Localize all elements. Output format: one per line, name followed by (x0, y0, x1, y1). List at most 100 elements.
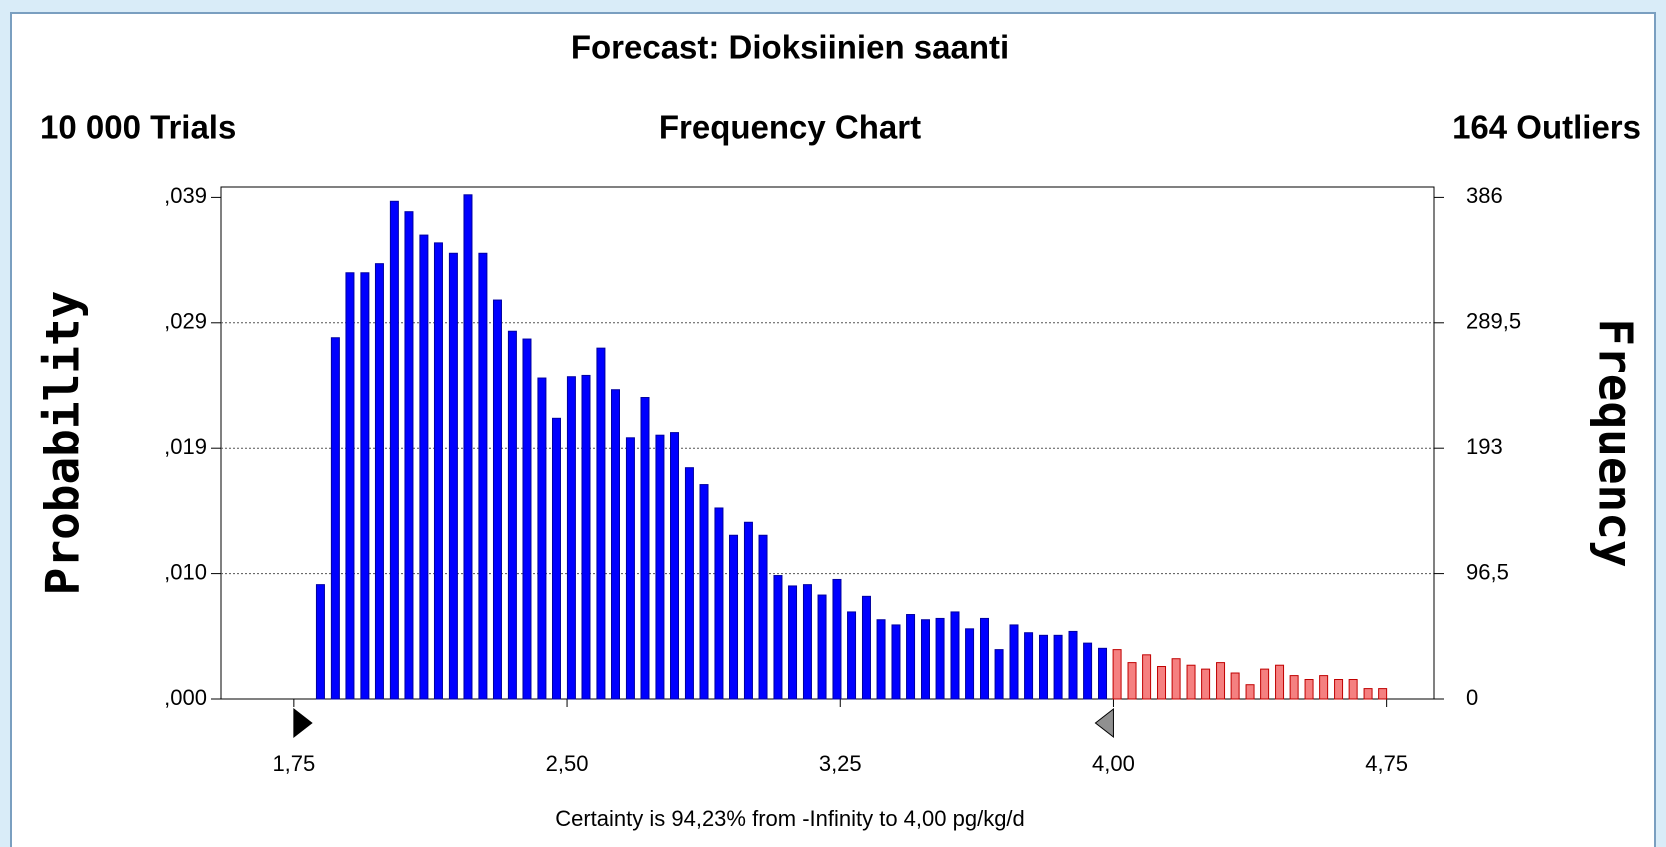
bar (684, 467, 694, 700)
bar (714, 507, 724, 700)
bar (345, 272, 355, 700)
outliers: 164 Outliers (1452, 109, 1641, 146)
bar (389, 200, 399, 700)
bar (729, 534, 739, 700)
bar (566, 376, 576, 700)
y-axis-label: Probability (36, 291, 90, 596)
x-tick-label: 4,00 (1092, 751, 1135, 776)
bar (950, 611, 960, 700)
outlier-bar (1289, 675, 1299, 700)
bar (360, 272, 370, 700)
outlier-bar (1319, 675, 1329, 700)
bar (330, 337, 340, 700)
outlier-bar (1378, 688, 1388, 700)
y2-tick-label: 386 (1466, 183, 1503, 208)
bar (581, 374, 591, 700)
bar (817, 594, 827, 700)
bar (404, 211, 414, 700)
subtitle: Frequency Chart (659, 109, 921, 146)
bar (463, 194, 473, 700)
bar (832, 578, 842, 700)
bar (920, 619, 930, 700)
bar (522, 338, 532, 700)
y2-tick-label: 289,5 (1466, 309, 1521, 334)
bar (640, 397, 650, 700)
outlier-bar (1230, 672, 1240, 700)
outlier-bar (1186, 664, 1196, 700)
x-tick-label: 1,75 (272, 751, 315, 776)
bar (1068, 630, 1078, 700)
bar (773, 575, 783, 700)
bar (507, 330, 517, 700)
bar (610, 389, 620, 700)
bar (537, 377, 547, 700)
outlier-bar (1348, 679, 1358, 700)
outlier-bar (1260, 668, 1270, 700)
bar (374, 263, 384, 700)
outlier-bar (1127, 662, 1137, 700)
bar (788, 585, 798, 700)
y2-axis-label: Frequency (1589, 318, 1643, 567)
bar (492, 299, 502, 700)
bar (876, 619, 886, 700)
chart-title: Forecast: Dioksiinien saanti (571, 29, 1009, 66)
trials: 10 000 Trials (40, 109, 236, 146)
bar (861, 595, 871, 700)
outlier-bar (1201, 668, 1211, 700)
outlier-bar (1245, 684, 1255, 700)
bar (1098, 647, 1108, 700)
y2-tick-label: 193 (1466, 434, 1503, 459)
outlier-bar (1142, 654, 1152, 700)
bar (994, 649, 1004, 700)
bar (979, 617, 989, 700)
outlier-bar (1304, 679, 1314, 700)
plot-area (220, 186, 1435, 700)
outlier-bar (1363, 688, 1373, 700)
bar (419, 234, 429, 700)
outlier-bar (1216, 662, 1226, 700)
bar (847, 611, 857, 700)
bar (551, 417, 561, 700)
y2-tick-label: 0 (1466, 685, 1478, 710)
bar (758, 534, 768, 700)
y-tick-label: ,019 (164, 434, 207, 459)
bar (315, 584, 325, 700)
x-tick-label: 2,50 (546, 751, 589, 776)
bar (906, 614, 916, 700)
outlier-bar (1334, 679, 1344, 700)
left-certainty-marker[interactable] (293, 707, 313, 739)
y-tick-label: ,029 (164, 309, 207, 334)
bar (1053, 634, 1063, 700)
outlier-bar (1157, 666, 1167, 700)
bar (625, 437, 635, 700)
bar (802, 584, 812, 700)
outlier-bar (1112, 649, 1122, 700)
x-tick-label: 4,75 (1365, 751, 1408, 776)
bar (965, 628, 975, 700)
bar (448, 252, 458, 700)
bar (478, 252, 488, 700)
right-certainty-marker[interactable] (1094, 707, 1114, 739)
y-tick-label: ,039 (164, 183, 207, 208)
x-tick-label: 3,25 (819, 751, 862, 776)
bar (1009, 624, 1019, 700)
bar (670, 432, 680, 700)
bar (655, 434, 665, 700)
bar (1039, 634, 1049, 700)
certainty-note: Certainty is 94,23% from -Infinity to 4,… (555, 806, 1025, 831)
bar (743, 521, 753, 700)
outlier-bar (1275, 664, 1285, 700)
bar (596, 347, 606, 700)
y2-tick-label: 96,5 (1466, 559, 1509, 584)
y-tick-label: ,000 (164, 685, 207, 710)
bar (1083, 642, 1093, 700)
bar (1024, 632, 1034, 700)
y-tick-label: ,010 (164, 559, 207, 584)
bar (699, 484, 709, 700)
bar (891, 624, 901, 700)
outlier-bar (1171, 658, 1181, 700)
bar (935, 617, 945, 700)
bar (433, 242, 443, 700)
